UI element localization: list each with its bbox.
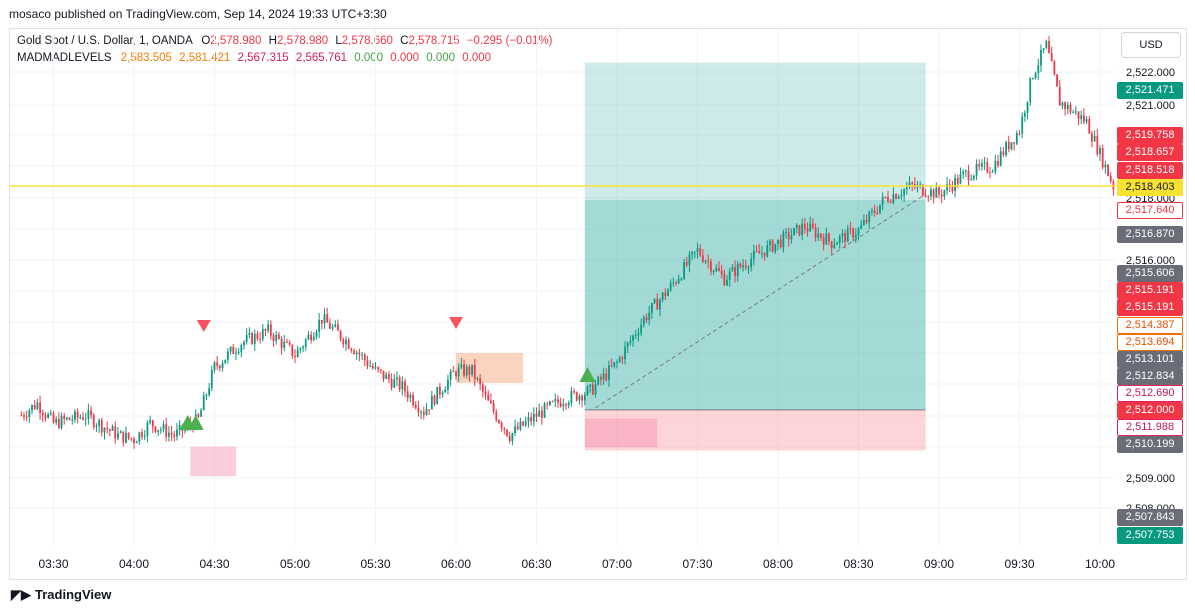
price-tag: 2,512.834 — [1117, 368, 1183, 385]
close-label: C — [400, 35, 409, 47]
symbol-name[interactable]: Gold Spot / U.S. Dollar, 1, OANDA — [17, 35, 193, 47]
symbol-legend: Gold Spot / U.S. Dollar, 1, OANDA O2,578… — [17, 35, 553, 47]
indicator-value-1: 2,583.505 — [120, 52, 172, 64]
open-label: O — [201, 35, 211, 47]
price-tag: 2,517.640 — [1117, 202, 1183, 219]
open-value: 2,578.980 — [210, 35, 262, 47]
price-tag: 2,515.606 — [1117, 265, 1183, 282]
tradingview-logo[interactable]: ◤▶ TradingView — [11, 587, 111, 603]
price-tag: 2,515.191 — [1117, 299, 1183, 316]
price-tag: 2,514.387 — [1117, 317, 1183, 334]
price-tag: 2,507.843 — [1117, 509, 1183, 526]
price-tag: 2,513.101 — [1117, 351, 1183, 368]
price-tag: 2,515.191 — [1117, 282, 1183, 299]
brand-name: TradingView — [35, 587, 112, 602]
price-tag: 2,512.000 — [1117, 402, 1183, 419]
low-label: L — [335, 35, 342, 47]
price-tag: 2,519.758 — [1117, 127, 1183, 144]
price-tag: 2,518.657 — [1117, 144, 1183, 161]
price-tag: 2,511.988 — [1117, 419, 1183, 436]
publisher-line: mosaco published on TradingView.com, Sep… — [9, 7, 387, 21]
price-tag: 2,507.753 — [1117, 527, 1183, 544]
chart-frame — [9, 28, 1187, 580]
price-tag: 2,518.403 — [1117, 179, 1183, 196]
tradingview-icon: ◤▶ — [11, 587, 31, 602]
close-value: 2,578.715 — [408, 35, 460, 47]
price-tag: 2,521.471 — [1117, 82, 1183, 99]
indicator-value-6: 0.000 — [390, 52, 420, 64]
indicator-name[interactable]: MADMADLEVELS — [17, 52, 112, 64]
indicator-value-3: 2,567.315 — [237, 52, 289, 64]
price-tag: 2,510.199 — [1117, 436, 1183, 453]
indicator-value-2: 2,581.421 — [179, 52, 231, 64]
high-value: 2,578.980 — [276, 35, 329, 47]
price-tag: 2,516.870 — [1117, 226, 1183, 243]
high-label: H — [268, 35, 277, 47]
indicator-value-7: 0.000 — [426, 52, 456, 64]
change-value: −0.295 (−0.01%) — [466, 35, 553, 47]
indicator-value-4: 2,565.761 — [295, 52, 348, 64]
indicator-value-8: 0.000 — [462, 52, 492, 64]
indicator-legend: MADMADLEVELS 2,583.505 2,581.421 2,567.3… — [17, 52, 491, 64]
price-tag: 2,512.690 — [1117, 385, 1183, 402]
indicator-value-5: 0.000 — [354, 52, 384, 64]
price-tag: 2,518.518 — [1117, 162, 1183, 179]
price-tag: 2,513.694 — [1117, 334, 1183, 351]
low-value: 2,578.660 — [341, 35, 393, 47]
currency-button[interactable]: USD — [1121, 32, 1181, 58]
